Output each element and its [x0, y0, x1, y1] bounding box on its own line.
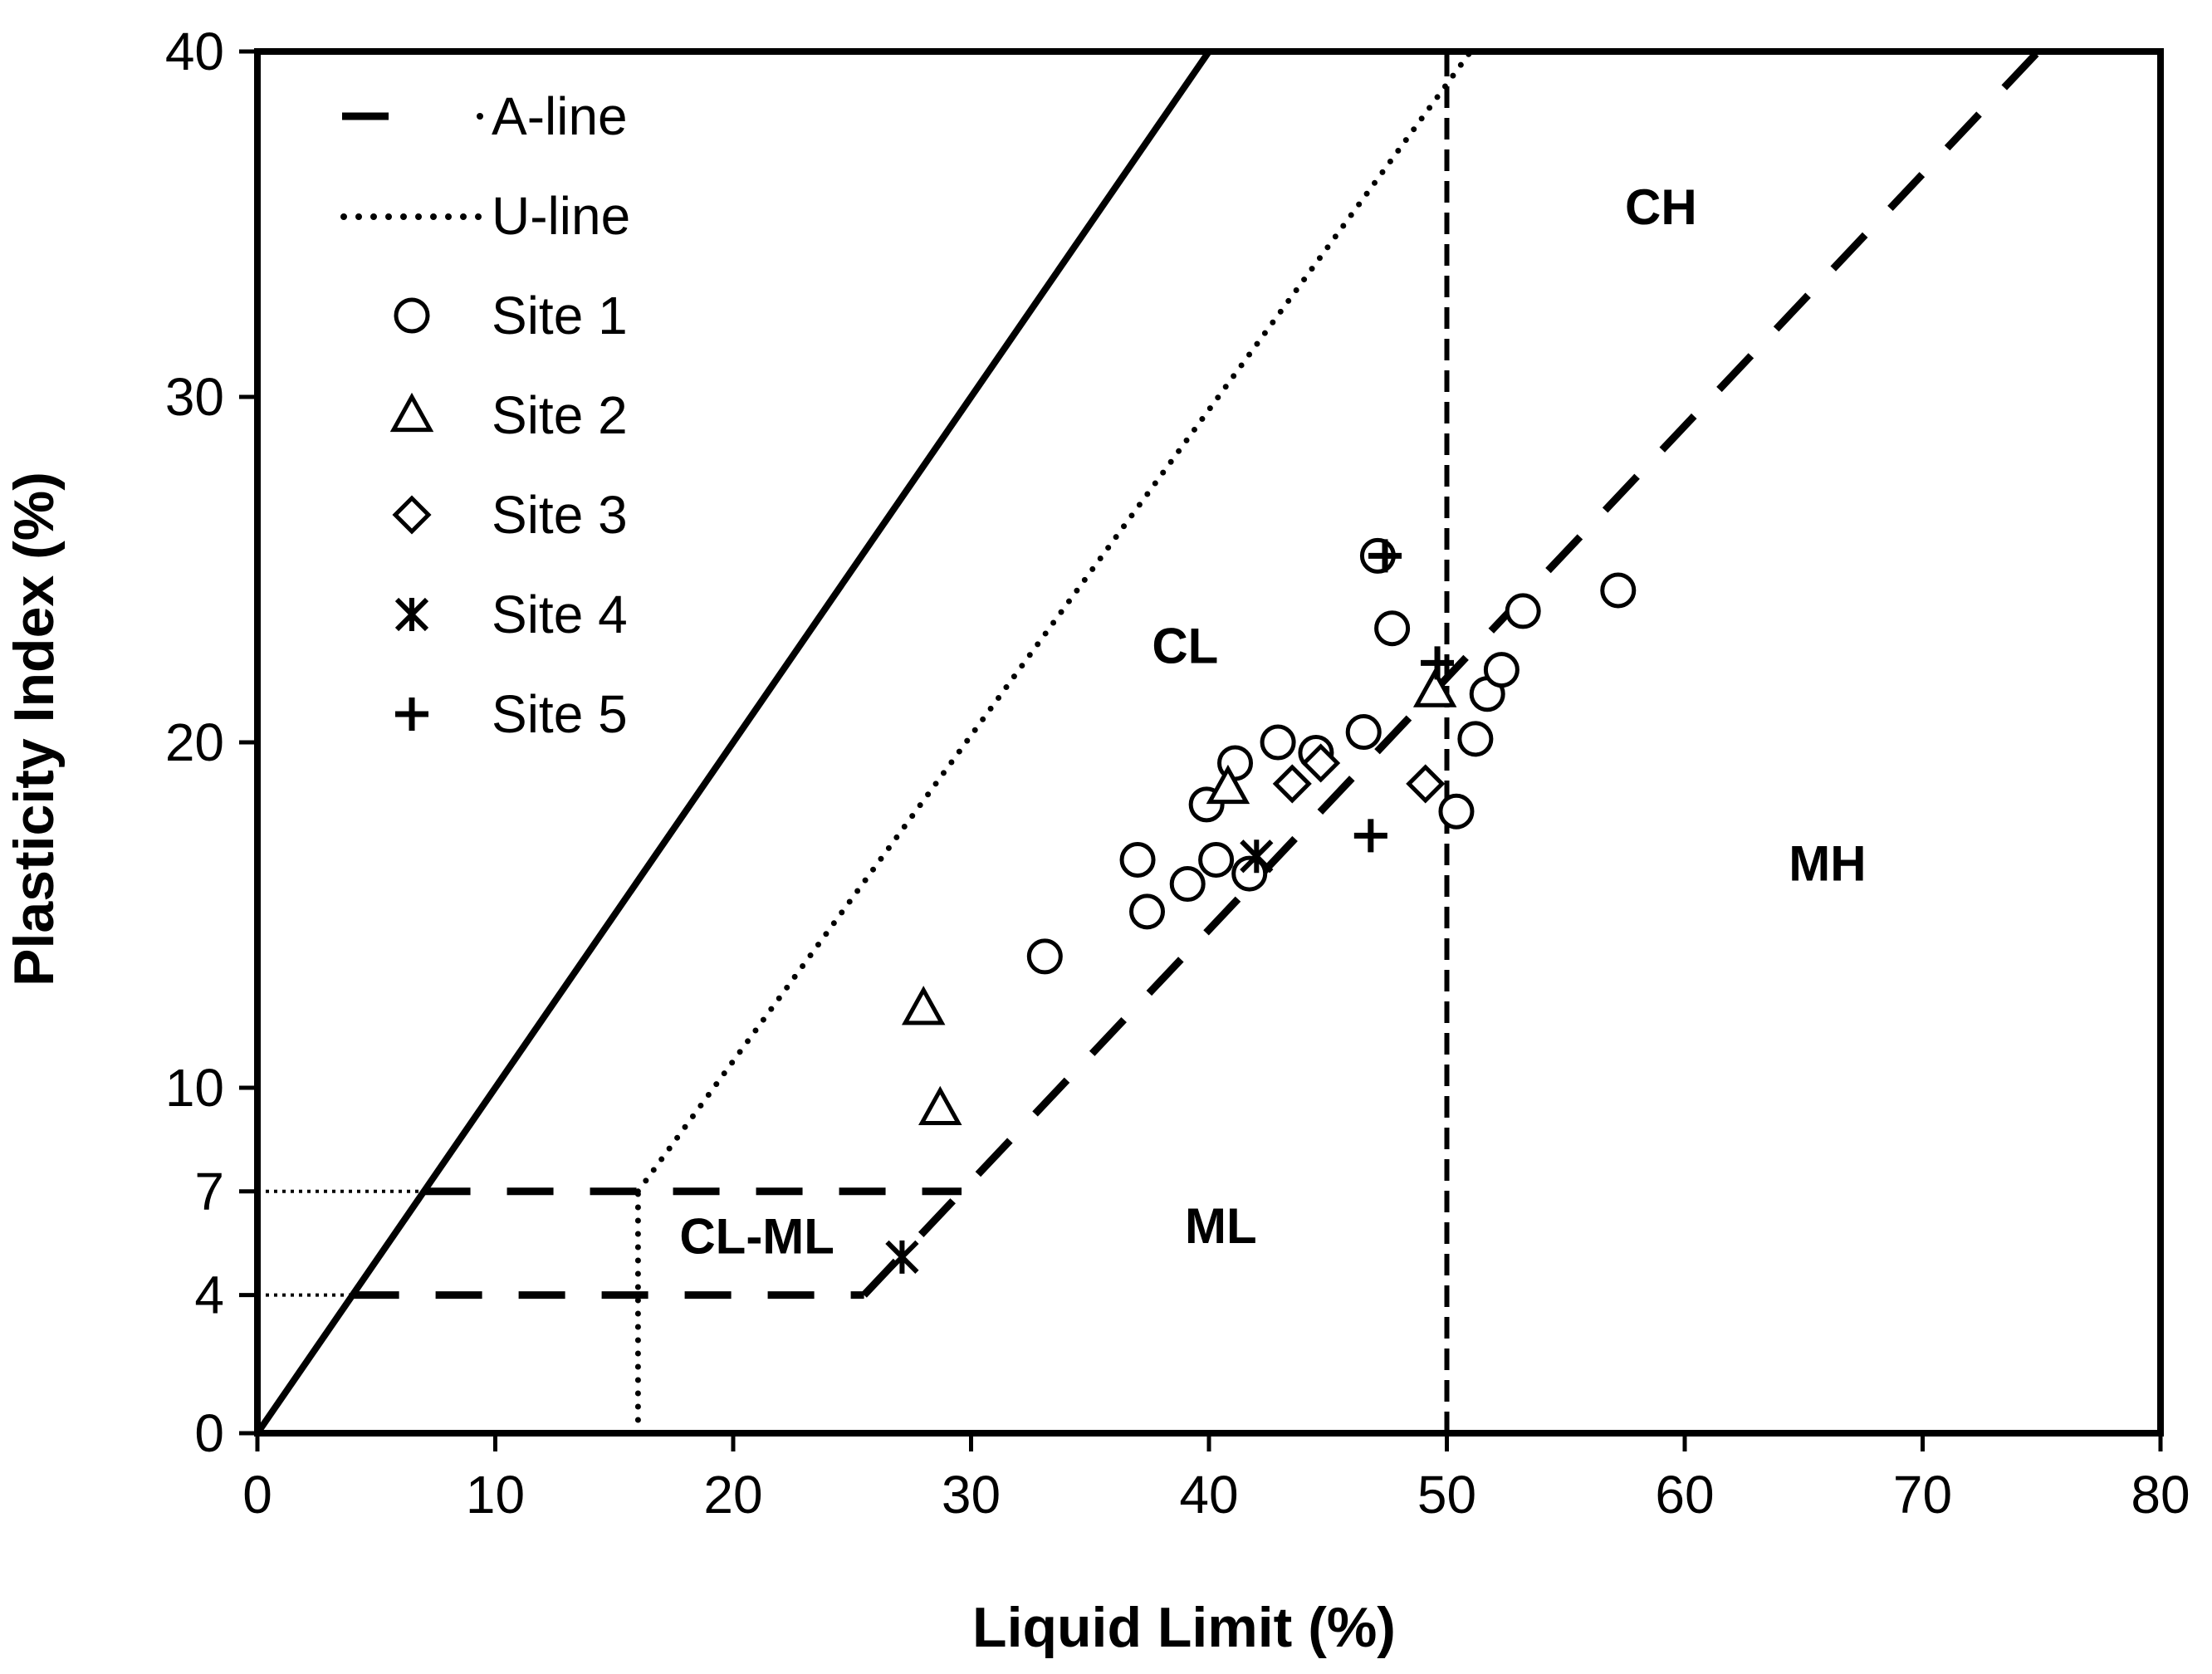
site-1-point	[1129, 893, 1166, 930]
legend-site-4-label: Site 4	[492, 585, 628, 644]
reference-lines	[254, 51, 2044, 1433]
y-tick-label: 4	[194, 1265, 224, 1325]
site-1-point	[1505, 593, 1541, 629]
region-label: ML	[1185, 1198, 1257, 1254]
region-label: MH	[1789, 835, 1866, 891]
site-1-point	[1169, 866, 1206, 903]
site-2-series	[901, 668, 1457, 1126]
legend-site-2-label: Site 2	[492, 385, 628, 445]
site-1-point	[1438, 793, 1475, 830]
site-1-point	[1198, 841, 1235, 878]
site-3-series	[1272, 743, 1446, 804]
solid-line	[254, 51, 1212, 1433]
x-tick-label: 70	[1893, 1465, 1952, 1525]
legend-site-5-label: Site 5	[492, 684, 628, 744]
legend-a-line-label: A-line	[492, 86, 628, 146]
y-tick-label: 40	[165, 22, 224, 81]
axis-ticks: 0 10 20 30 40 50 60 70 80 0 4 7 10 20 30 40	[165, 22, 2190, 1525]
site-2-point	[1412, 668, 1457, 707]
y-tick-label: 30	[165, 367, 224, 427]
legend-a-line-dot	[477, 113, 483, 120]
site-3-point	[1272, 764, 1312, 804]
x-tick-label: 30	[942, 1465, 1001, 1525]
x-tick-label: 40	[1179, 1465, 1238, 1525]
legend-site-3-label: Site 3	[492, 485, 628, 545]
site-5-series	[1353, 539, 1455, 853]
u-line-segment	[634, 51, 1474, 1195]
data-points	[885, 537, 1637, 1274]
region-label: CH	[1625, 179, 1697, 235]
site-1-point	[1119, 841, 1156, 878]
legend-site-1-marker	[394, 297, 430, 334]
site-2-point	[1206, 764, 1250, 805]
y-tick-label: 7	[194, 1162, 224, 1221]
site-1-point	[1374, 610, 1411, 647]
site-2-point	[918, 1085, 962, 1126]
site-3-point	[1301, 743, 1341, 783]
x-tick-label: 80	[2131, 1465, 2190, 1525]
site-5-point	[1368, 539, 1402, 573]
site-1-point	[1457, 721, 1494, 757]
x-axis-title: Liquid Limit (%)	[972, 1596, 1396, 1659]
region-label: CL	[1152, 618, 1218, 673]
legend-site-2-marker	[389, 392, 434, 433]
site-4-series	[885, 839, 1274, 1274]
y-tick-label: 0	[194, 1403, 224, 1463]
site-5-point	[1353, 819, 1387, 853]
x-tick-label: 10	[466, 1465, 525, 1525]
site-1-point	[1483, 652, 1520, 688]
x-tick-label: 20	[703, 1465, 762, 1525]
site-4-point	[1240, 839, 1274, 874]
site-3-point	[1406, 764, 1446, 804]
site-1-point	[1260, 724, 1296, 761]
site-5-point	[1421, 646, 1455, 680]
site-1-point	[1600, 572, 1637, 609]
site-1-series	[1026, 537, 1637, 975]
site-4-point	[885, 1240, 919, 1274]
legend-site-5-marker	[395, 698, 428, 731]
legend-u-line-label: U-line	[492, 186, 630, 246]
site-2-point	[901, 986, 946, 1025]
site-1-point	[1345, 714, 1382, 751]
y-axis-title: Plasticity Index (%)	[2, 472, 66, 986]
legend-site-4-marker	[394, 597, 429, 632]
x-tick-label: 0	[242, 1465, 272, 1525]
region-labels: CH CL MH ML CL-ML	[679, 179, 1866, 1265]
legend-site-3-marker	[392, 495, 432, 535]
y-tick-label: 20	[165, 712, 224, 772]
legend: A-line U-line Site 1 Site 2 Site 3 Site 4 Site…	[340, 86, 630, 744]
legend-site-1-label: Site 1	[492, 286, 628, 345]
y-tick-label: 10	[165, 1058, 224, 1118]
region-label: CL-ML	[679, 1209, 834, 1265]
site-1-point	[1026, 938, 1063, 975]
x-tick-label: 50	[1417, 1465, 1476, 1525]
x-tick-label: 60	[1655, 1465, 1714, 1525]
a-line-segment	[861, 51, 2044, 1298]
